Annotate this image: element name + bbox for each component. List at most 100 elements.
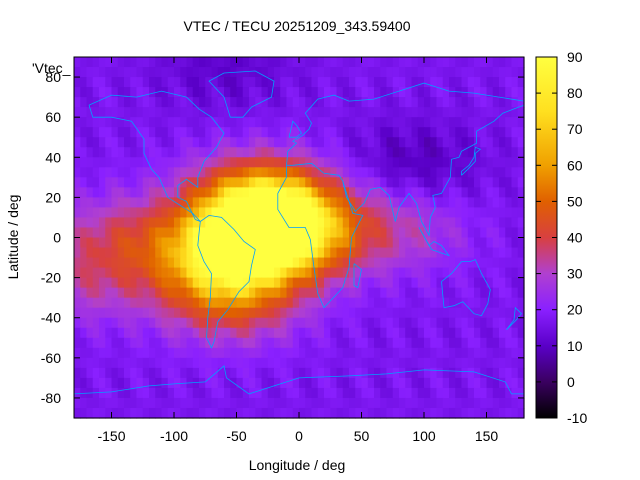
heat-cell — [324, 387, 331, 399]
heat-cell — [461, 137, 469, 148]
heat-cell — [174, 237, 181, 249]
heat-cell — [342, 297, 350, 309]
heat-cell — [117, 67, 125, 78]
heat-cell — [405, 177, 413, 188]
heat-cell — [324, 197, 331, 209]
heat-cell — [355, 97, 363, 108]
heat-cell — [517, 297, 525, 309]
heat-cell — [99, 107, 106, 118]
heat-cell — [380, 337, 388, 349]
heat-cell — [449, 187, 456, 198]
heat-cell — [267, 157, 275, 168]
heat-cell — [511, 317, 519, 329]
heat-cell — [486, 197, 494, 209]
heat-cell — [236, 267, 244, 279]
heat-cell — [399, 157, 406, 168]
heat-cell — [405, 207, 413, 219]
heat-cell — [411, 77, 419, 88]
heat-cell — [155, 287, 163, 299]
heat-cell — [299, 87, 306, 98]
heat-cell — [86, 267, 94, 279]
heat-cell — [330, 347, 338, 359]
heat-cell — [136, 397, 144, 409]
heat-cell — [292, 307, 300, 319]
heat-cell — [124, 137, 131, 148]
heat-cell — [180, 137, 188, 148]
heat-cell — [305, 357, 313, 369]
heat-cell — [474, 337, 481, 349]
heat-cell — [430, 117, 438, 128]
heat-cell — [280, 307, 288, 319]
heat-cell — [467, 107, 475, 118]
heat-cell — [442, 107, 450, 118]
heat-cell — [442, 367, 450, 379]
heat-cell — [455, 357, 463, 369]
heat-cell — [199, 237, 206, 249]
heat-cell — [230, 137, 238, 148]
heat-cell — [330, 117, 338, 128]
heat-cell — [124, 77, 131, 88]
heat-cell — [499, 107, 506, 118]
heat-cell — [305, 107, 313, 118]
heat-cell — [174, 117, 181, 128]
heat-cell — [74, 277, 81, 289]
heat-cell — [167, 197, 175, 209]
heat-cell — [511, 327, 519, 339]
heat-cell — [355, 77, 363, 88]
heat-cell — [411, 157, 419, 168]
heat-cell — [205, 107, 213, 118]
y-tick-label: -40 — [41, 310, 61, 326]
heat-cell — [286, 207, 294, 219]
heat-cell — [511, 167, 519, 178]
heat-cell — [342, 337, 350, 349]
heat-cell — [305, 317, 313, 329]
heat-cell — [392, 237, 400, 249]
heat-cell — [261, 157, 269, 168]
heat-cell — [186, 297, 194, 309]
heat-cell — [505, 257, 513, 269]
heat-cell — [205, 197, 213, 209]
heat-cell — [230, 127, 238, 138]
heat-cell — [180, 87, 188, 98]
heat-cell — [117, 207, 125, 219]
heat-cell — [174, 147, 181, 158]
heat-cell — [361, 397, 369, 409]
heat-cell — [80, 237, 88, 249]
heat-cell — [380, 347, 388, 359]
heat-cell — [474, 117, 481, 128]
heat-cell — [117, 297, 125, 309]
heat-cell — [330, 147, 338, 158]
heat-cell — [286, 357, 294, 369]
heat-cell — [436, 187, 444, 198]
heat-cell — [486, 257, 494, 269]
heat-cell — [380, 137, 388, 148]
heat-cell — [355, 347, 363, 359]
heat-cell — [199, 217, 206, 229]
heat-cell — [224, 197, 231, 209]
heat-cell — [230, 307, 238, 319]
heat-cell — [155, 187, 163, 198]
heat-cell — [405, 257, 413, 269]
heat-cell — [342, 137, 350, 148]
heat-cell — [136, 347, 144, 359]
heat-cell — [217, 287, 225, 299]
x-tick-label: 150 — [475, 428, 499, 444]
heat-cell — [99, 297, 106, 309]
heat-cell — [74, 57, 81, 68]
heat-cell — [205, 287, 213, 299]
heat-cell — [192, 307, 200, 319]
heat-cell — [349, 197, 356, 209]
heat-cell — [486, 397, 494, 409]
heat-cell — [167, 327, 175, 339]
heat-cell — [180, 397, 188, 409]
heat-cell — [486, 127, 494, 138]
heat-cell — [374, 197, 381, 209]
heat-cell — [286, 327, 294, 339]
heat-cell — [480, 127, 488, 138]
heat-cell — [111, 87, 119, 98]
heat-cell — [455, 167, 463, 178]
heat-cell — [255, 327, 263, 339]
heat-cell — [511, 237, 519, 249]
heat-cell — [405, 407, 413, 419]
heat-cell — [455, 327, 463, 339]
